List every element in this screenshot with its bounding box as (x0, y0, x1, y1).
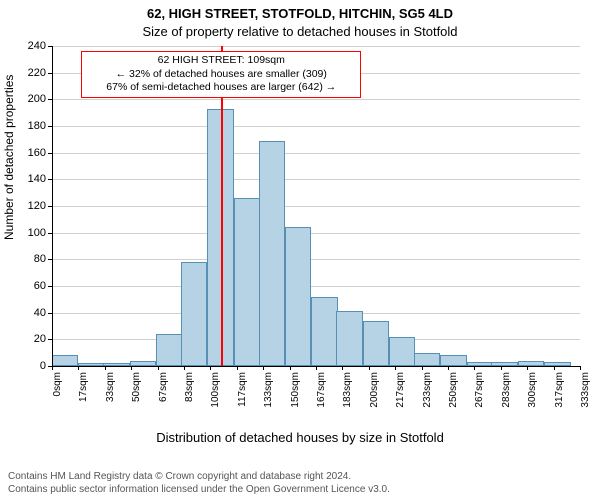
x-tick-label: 233sqm (422, 372, 433, 408)
y-tick-label: 120 (28, 200, 46, 212)
y-gridline (52, 99, 580, 100)
x-tick-label: 150sqm (290, 372, 301, 408)
plot-area: 0204060801001201401601802002202400sqm17s… (52, 46, 580, 366)
annotation-box: 62 HIGH STREET: 109sqm← 32% of detached … (81, 51, 361, 98)
y-tick-label: 80 (34, 253, 46, 265)
y-gridline (52, 286, 580, 287)
x-tick-label: 117sqm (237, 372, 248, 407)
y-gridline (52, 179, 580, 180)
histogram-bar (52, 355, 78, 366)
y-tick-label: 0 (40, 360, 46, 372)
x-axis-line (52, 366, 580, 367)
x-tick-label: 300sqm (527, 372, 538, 408)
y-tick-label: 200 (28, 93, 46, 105)
y-tick-label: 220 (28, 67, 46, 79)
y-gridline (52, 206, 580, 207)
y-tick-label: 40 (34, 307, 46, 319)
histogram-bar (336, 311, 362, 366)
y-axis-label: Number of detached properties (2, 75, 16, 240)
x-tick-label: 67sqm (158, 372, 169, 402)
x-tick-label: 283sqm (501, 372, 512, 408)
x-tick-mark (580, 366, 581, 370)
y-tick-label: 240 (28, 40, 46, 52)
footer-line-1: Contains HM Land Registry data © Crown c… (8, 471, 592, 484)
x-tick-label: 0sqm (52, 372, 63, 396)
x-tick-label: 267sqm (474, 372, 485, 408)
y-tick-label: 160 (28, 147, 46, 159)
y-gridline (52, 153, 580, 154)
y-tick-label: 100 (28, 227, 46, 239)
histogram-bar (285, 227, 311, 366)
chart-footer: Contains HM Land Registry data © Crown c… (8, 471, 592, 496)
histogram-bar (311, 297, 337, 366)
histogram-bar (234, 198, 260, 366)
annotation-line-3: 67% of semi-detached houses are larger (… (86, 81, 356, 95)
footer-line-2: Contains public sector information licen… (8, 484, 592, 497)
x-tick-label: 133sqm (263, 372, 274, 408)
x-axis-label: Distribution of detached houses by size … (0, 430, 600, 445)
y-tick-label: 180 (28, 120, 46, 132)
chart-title-sub: Size of property relative to detached ho… (0, 24, 600, 39)
histogram-bar (440, 355, 466, 366)
y-tick-label: 20 (34, 333, 46, 345)
histogram-chart: 62, HIGH STREET, STOTFOLD, HITCHIN, SG5 … (0, 0, 600, 500)
histogram-bar (414, 353, 440, 366)
y-axis-line (52, 46, 53, 366)
y-gridline (52, 259, 580, 260)
histogram-bar (156, 334, 182, 366)
chart-title-main: 62, HIGH STREET, STOTFOLD, HITCHIN, SG5 … (0, 6, 600, 21)
x-tick-label: 167sqm (316, 372, 327, 408)
y-gridline (52, 46, 580, 47)
x-tick-label: 17sqm (78, 372, 89, 402)
histogram-bar (181, 262, 207, 366)
x-tick-label: 317sqm (554, 372, 565, 408)
x-tick-label: 83sqm (184, 372, 195, 402)
x-tick-label: 200sqm (369, 372, 380, 408)
x-tick-label: 333sqm (580, 372, 591, 408)
y-tick-label: 60 (34, 280, 46, 292)
histogram-bar (259, 141, 285, 366)
x-tick-label: 100sqm (210, 372, 221, 408)
x-tick-label: 250sqm (448, 372, 459, 408)
y-tick-label: 140 (28, 173, 46, 185)
annotation-line-1: 62 HIGH STREET: 109sqm (86, 54, 356, 68)
x-tick-label: 217sqm (395, 372, 406, 408)
y-gridline (52, 126, 580, 127)
x-tick-label: 50sqm (131, 372, 142, 402)
x-tick-label: 33sqm (105, 372, 116, 402)
histogram-bar (389, 337, 415, 366)
x-tick-label: 183sqm (342, 372, 353, 408)
y-gridline (52, 233, 580, 234)
annotation-line-2: ← 32% of detached houses are smaller (30… (86, 68, 356, 82)
histogram-bar (363, 321, 389, 366)
